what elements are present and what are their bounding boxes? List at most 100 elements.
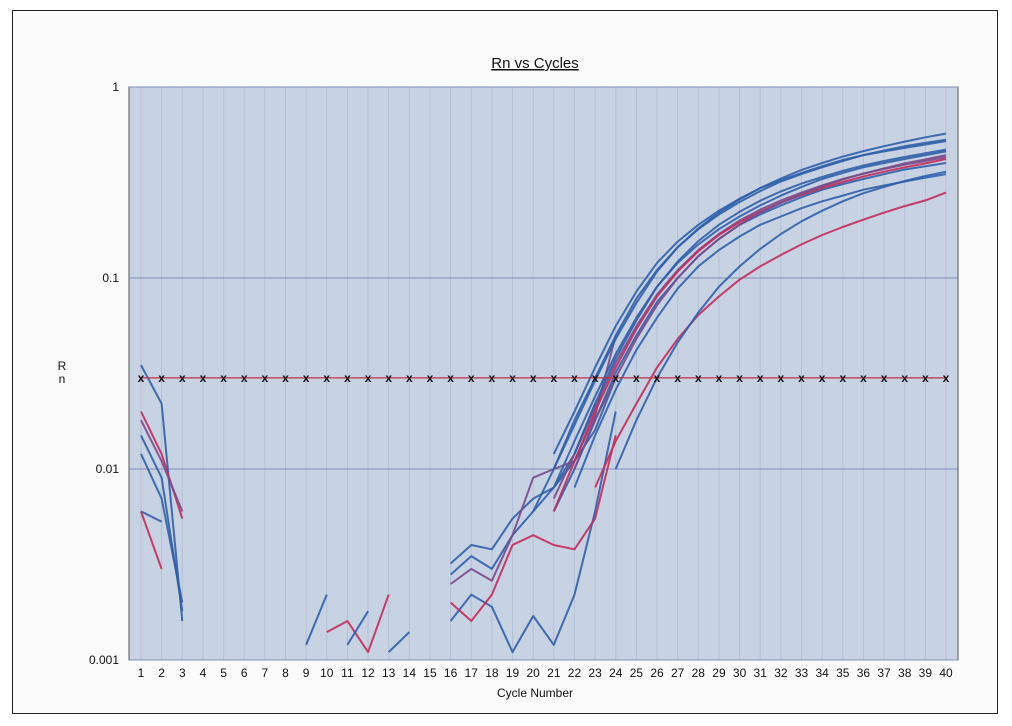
x-tick-label: 31 <box>754 666 768 680</box>
threshold-marker: x <box>716 371 723 385</box>
threshold-marker: x <box>881 371 888 385</box>
threshold-marker: x <box>798 371 805 385</box>
series-line-24 <box>552 158 947 512</box>
x-tick-label: 9 <box>303 666 310 680</box>
threshold-marker: x <box>365 371 372 385</box>
threshold-marker: x <box>489 371 496 385</box>
x-tick-label: 1 <box>138 666 145 680</box>
threshold-marker: x <box>158 371 165 385</box>
series-line-9 <box>326 594 390 654</box>
x-tick-label: 19 <box>506 666 520 680</box>
x-tick-label: 4 <box>200 666 207 680</box>
threshold-marker: x <box>138 371 145 385</box>
threshold-marker: x <box>571 371 578 385</box>
series-line-20 <box>573 173 947 488</box>
threshold-marker: x <box>592 371 599 385</box>
series-line-8 <box>305 594 328 646</box>
y-axis-label-char: R <box>58 359 67 373</box>
threshold-marker: x <box>943 371 950 385</box>
threshold-marker: x <box>241 371 248 385</box>
threshold-marker: x <box>860 371 867 385</box>
threshold-marker: x <box>778 371 785 385</box>
threshold-marker: x <box>385 371 392 385</box>
threshold-marker: x <box>839 371 846 385</box>
threshold-marker: x <box>179 371 186 385</box>
threshold-marker: x <box>427 371 434 385</box>
x-tick-label: 27 <box>671 666 685 680</box>
threshold-marker: x <box>757 371 764 385</box>
x-tick-label: 38 <box>898 666 912 680</box>
x-tick-label: 34 <box>815 666 829 680</box>
threshold-marker: x <box>447 371 454 385</box>
series-line-16 <box>450 335 617 585</box>
series-line-10 <box>346 610 369 646</box>
series-line-23 <box>594 191 947 488</box>
series-line-15 <box>449 377 617 565</box>
threshold-marker: x <box>220 371 227 385</box>
threshold-marker: x <box>200 371 207 385</box>
x-tick-label: 13 <box>382 666 396 680</box>
series-line-25 <box>614 170 947 470</box>
x-tick-label: 25 <box>630 666 644 680</box>
x-tick-label: 15 <box>423 666 437 680</box>
x-tick-label: 40 <box>939 666 953 680</box>
x-tick-label: 29 <box>712 666 726 680</box>
y-tick-label: 0.1 <box>102 271 119 285</box>
series-line-7 <box>140 453 184 603</box>
x-tick-label: 20 <box>526 666 540 680</box>
x-tick-label: 23 <box>588 666 602 680</box>
series-line-13 <box>449 411 617 654</box>
plot-area <box>128 86 959 661</box>
x-tick-label: 5 <box>220 666 227 680</box>
threshold-marker: x <box>303 371 310 385</box>
threshold-marker: x <box>509 371 516 385</box>
y-axis-label: Rn <box>58 359 67 386</box>
x-tick-label: 39 <box>919 666 933 680</box>
threshold-marker: x <box>468 371 475 385</box>
threshold-marker: x <box>901 371 908 385</box>
x-tick-label: 12 <box>361 666 375 680</box>
x-tick-label: 36 <box>857 666 871 680</box>
threshold-marker: x <box>344 371 351 385</box>
threshold-marker: x <box>819 371 826 385</box>
x-tick-label: 3 <box>179 666 186 680</box>
series-line-26 <box>532 132 947 512</box>
x-axis-label: Cycle Number <box>497 686 573 700</box>
x-tick-label: 8 <box>282 666 289 680</box>
x-tick-label: 24 <box>609 666 623 680</box>
threshold-marker: x <box>922 371 929 385</box>
x-tick-label: 16 <box>444 666 458 680</box>
threshold-marker: x <box>736 371 743 385</box>
y-tick-label: 0.01 <box>96 462 120 476</box>
series-line-28 <box>573 148 947 455</box>
x-tick-label: 17 <box>465 666 479 680</box>
x-tick-label: 6 <box>241 666 248 680</box>
threshold-marker: x <box>262 371 269 385</box>
x-tick-label: 32 <box>774 666 788 680</box>
series-line-6 <box>140 511 163 570</box>
threshold-marker: x <box>654 371 661 385</box>
x-tick-label: 30 <box>733 666 747 680</box>
x-tick-label: 10 <box>320 666 334 680</box>
chart-title: Rn vs Cycles <box>491 55 579 72</box>
x-tick-label: 28 <box>692 666 706 680</box>
x-tick-label: 14 <box>403 666 417 680</box>
x-tick-label: 35 <box>836 666 850 680</box>
series-line-11 <box>388 631 410 653</box>
x-tick-label: 22 <box>568 666 582 680</box>
threshold-marker: x <box>530 371 537 385</box>
series-line-5 <box>140 510 163 523</box>
x-tick-label: 21 <box>547 666 561 680</box>
threshold-marker: x <box>674 371 681 385</box>
threshold-marker: x <box>550 371 557 385</box>
series-line-17 <box>552 150 947 488</box>
threshold-marker: x <box>282 371 289 385</box>
x-tick-label: 11 <box>341 666 354 680</box>
threshold-marker: x <box>323 371 330 385</box>
x-tick-label: 2 <box>158 666 165 680</box>
threshold-marker: x <box>633 371 640 385</box>
x-tick-label: 26 <box>650 666 664 680</box>
x-tick-label: 37 <box>877 666 891 680</box>
threshold-marker: x <box>695 371 702 385</box>
